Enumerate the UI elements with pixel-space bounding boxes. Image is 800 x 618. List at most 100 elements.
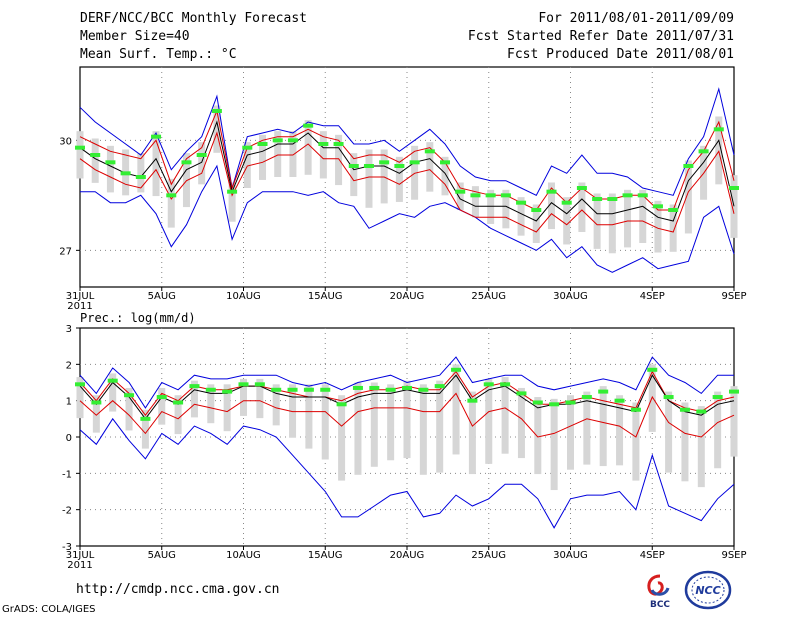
spread-box: [485, 378, 493, 464]
spread-box: [141, 409, 149, 449]
chart-panel-2: 31JUL 5AUG 10AUG 15AUG 20AUG 25AUG 30AUG 4SEP 9S…: [62, 311, 747, 571]
x-tick-label: 31JUL: [66, 291, 95, 302]
forecast-marker: [272, 138, 283, 143]
spread-box: [632, 402, 640, 481]
spread-box: [304, 120, 312, 175]
forecast-marker: [712, 395, 723, 400]
forecast-marker: [696, 409, 707, 414]
forecast-marker: [516, 200, 527, 205]
x-tick-label: 20AUG: [390, 291, 425, 302]
bcc-logo: BCC: [647, 574, 670, 610]
ensemble-min-line: [79, 417, 735, 529]
forecast-marker: [434, 384, 445, 389]
forecast-marker: [652, 204, 663, 209]
forecast-marker: [124, 393, 135, 398]
member-size-label: Member Size=40: [80, 29, 190, 44]
forecast-marker: [576, 186, 587, 190]
forecast-marker: [637, 193, 648, 198]
forecast-marker: [531, 208, 542, 212]
forecast-marker: [254, 382, 265, 387]
ensemble-mean-line: [79, 120, 735, 222]
x-tick-label: 30AUG: [553, 291, 588, 302]
spread-box: [608, 193, 616, 254]
spread-box: [240, 378, 247, 416]
forecast-marker: [394, 164, 405, 168]
spread-box: [681, 402, 689, 482]
x-tick-label: 4SEP: [640, 291, 665, 302]
chart-title: DERF/NCC/BCC Monthly Forecast: [80, 11, 307, 26]
forecast-marker: [333, 142, 344, 146]
spread-box: [578, 182, 586, 232]
spread-box: [354, 382, 362, 475]
spread-box: [616, 395, 624, 466]
x-tick-label: 10AUG: [226, 291, 261, 302]
spread-box: [534, 397, 542, 475]
forecast-marker: [500, 193, 511, 198]
spread-box: [452, 364, 460, 455]
spread-box: [125, 387, 133, 431]
spread-box: [487, 189, 495, 224]
spread-box: [624, 189, 632, 248]
started-refer-date-label: Fcst Started Refer Date 2011/07/31: [467, 29, 734, 44]
forecast-marker: [352, 385, 363, 390]
forecast-marker: [683, 164, 694, 168]
x-year-label: 2011: [67, 560, 92, 571]
forecast-marker: [440, 160, 451, 165]
forecast-marker: [320, 387, 331, 392]
spread-box: [259, 134, 267, 180]
spread-box: [502, 189, 510, 229]
x-tick-label: 25AUG: [471, 291, 506, 302]
spread-box: [411, 145, 419, 200]
spread-box: [243, 142, 251, 188]
x-tick-label: 25AUG: [471, 550, 506, 561]
spread-box: [550, 398, 558, 491]
forecast-marker: [698, 149, 709, 154]
software-credit: GrADS: COLA/IGES: [2, 604, 96, 615]
forecast-marker: [451, 367, 462, 372]
spread-box: [697, 406, 705, 488]
spread-box: [182, 153, 190, 208]
chart-panel-1: 31JUL 5AUG 10AUG 15AUG 20AUG 25AUG 30AUG 4SEP 9S…: [59, 66, 747, 312]
source-url[interactable]: http://cmdp.ncc.cma.gov.cn: [76, 582, 280, 597]
spread-box: [593, 193, 601, 249]
y-tick-label: -3: [62, 542, 72, 553]
ensemble-min-line: [80, 164, 735, 273]
spread-box: [167, 178, 175, 228]
spread-box: [380, 149, 388, 204]
spread-box: [468, 391, 476, 475]
forecast-marker: [107, 378, 118, 383]
forecast-marker: [592, 197, 603, 201]
spread-box: [228, 182, 236, 222]
forecast-marker: [598, 389, 609, 394]
spread-box: [583, 391, 591, 465]
spread-box: [456, 182, 464, 210]
spread-box: [335, 134, 343, 186]
forecast-marker: [348, 164, 359, 168]
forecast-marker: [729, 186, 739, 190]
spread-box: [370, 382, 378, 467]
spread-box: [109, 373, 117, 412]
y-tick-label: 27: [59, 246, 72, 257]
spread-box: [198, 142, 206, 185]
forecast-marker: [303, 387, 314, 392]
forecast-marker: [173, 400, 184, 405]
x-tick-label: 15AUG: [308, 550, 343, 561]
forecast-marker: [409, 160, 420, 165]
spread-box: [321, 384, 329, 460]
forecast-marker: [581, 395, 592, 400]
forecast-marker: [402, 385, 412, 390]
spread-box: [305, 384, 313, 449]
y-tick-label: 2: [66, 360, 72, 371]
forecast-marker: [679, 407, 690, 412]
forecast-marker: [211, 109, 222, 113]
forecast-marker: [166, 193, 177, 198]
forecast-marker: [287, 138, 298, 143]
x-tick-label: 5AUG: [148, 291, 176, 302]
bcc-logo-text: BCC: [650, 600, 670, 610]
spread-box: [654, 200, 662, 253]
spread-box: [563, 197, 571, 245]
forecast-marker: [75, 382, 85, 387]
forecast-marker: [227, 189, 238, 194]
spread-box: [501, 377, 509, 454]
forecast-marker: [565, 400, 576, 405]
